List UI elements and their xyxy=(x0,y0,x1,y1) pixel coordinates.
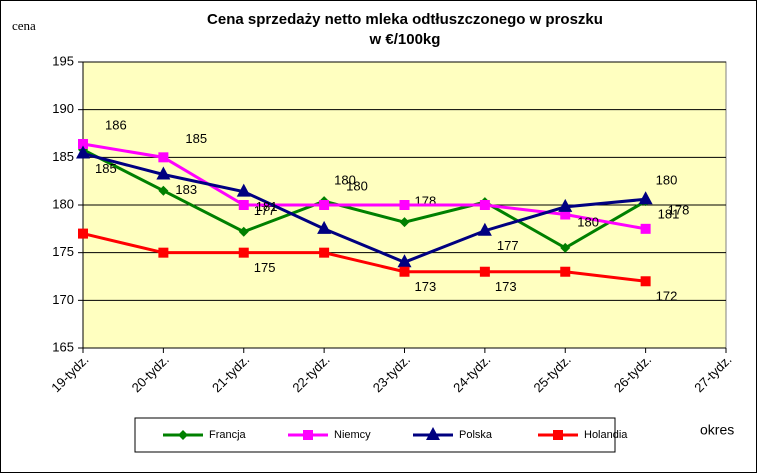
legend-label: Niemcy xyxy=(334,429,371,441)
data-point xyxy=(76,145,90,159)
data-label: 175 xyxy=(254,260,276,275)
data-point xyxy=(560,266,571,277)
data-label: 177 xyxy=(254,203,276,218)
data-label: 180 xyxy=(656,173,678,188)
y-tick-label: 180 xyxy=(52,196,74,211)
data-point xyxy=(477,222,492,236)
data-point xyxy=(317,220,332,234)
legend xyxy=(134,417,616,453)
data-label: 180 xyxy=(346,178,368,193)
legend-label: Holandia xyxy=(584,429,628,441)
data-point xyxy=(558,198,573,212)
y-tick-label: 170 xyxy=(52,292,74,307)
data-label: 181 xyxy=(256,199,278,214)
data-point xyxy=(319,247,330,258)
data-point xyxy=(78,228,88,239)
data-label: 183 xyxy=(175,182,197,197)
data-label: 178 xyxy=(668,202,690,217)
data-point xyxy=(158,247,169,258)
data-label: 186 xyxy=(105,117,127,132)
data-label: 173 xyxy=(415,279,437,294)
legend-marker xyxy=(426,427,440,440)
legend-marker xyxy=(303,430,313,440)
data-point xyxy=(640,276,651,287)
data-point xyxy=(238,200,249,210)
data-point xyxy=(399,200,410,210)
data-point xyxy=(399,217,410,228)
legend-marker xyxy=(553,430,563,440)
series-line xyxy=(82,142,646,231)
data-point xyxy=(236,183,251,197)
x-axis-label: okres xyxy=(700,422,734,438)
data-point xyxy=(78,138,88,149)
data-point xyxy=(479,200,490,210)
data-point xyxy=(560,209,571,220)
legend-marker xyxy=(178,430,188,440)
data-point xyxy=(397,254,412,268)
data-point xyxy=(640,223,651,234)
data-label: 180 xyxy=(334,173,356,188)
y-tick-label: 195 xyxy=(52,53,74,68)
data-label: 177 xyxy=(497,238,519,253)
series-line xyxy=(82,148,647,250)
data-label: 172 xyxy=(656,289,678,304)
data-point xyxy=(156,166,171,180)
series-line xyxy=(82,232,646,283)
data-label: 185 xyxy=(185,131,207,146)
data-label: 173 xyxy=(495,279,517,294)
data-point xyxy=(238,226,249,237)
series-line xyxy=(82,152,646,264)
data-point xyxy=(479,266,490,277)
y-axis-label: cena xyxy=(12,18,36,33)
chart-title: Cena sprzedaży netto mleka odtłuszczoneg… xyxy=(207,11,603,28)
data-label: 180 xyxy=(577,214,599,229)
data-point xyxy=(319,200,330,210)
y-tick-label: 190 xyxy=(52,101,74,116)
data-point xyxy=(560,242,571,253)
y-tick-label: 175 xyxy=(52,244,74,259)
legend-label: Polska xyxy=(459,429,493,441)
data-point xyxy=(158,185,169,196)
chart-title: w €/100kg xyxy=(369,31,441,48)
data-label: 185 xyxy=(95,161,117,176)
y-tick-label: 165 xyxy=(52,339,74,354)
data-point xyxy=(238,247,249,258)
y-tick-label: 185 xyxy=(52,149,74,164)
data-point xyxy=(399,266,410,277)
data-point xyxy=(158,152,169,163)
data-label: 181 xyxy=(658,207,680,222)
legend-label: Francja xyxy=(209,429,247,441)
data-point xyxy=(638,191,653,205)
